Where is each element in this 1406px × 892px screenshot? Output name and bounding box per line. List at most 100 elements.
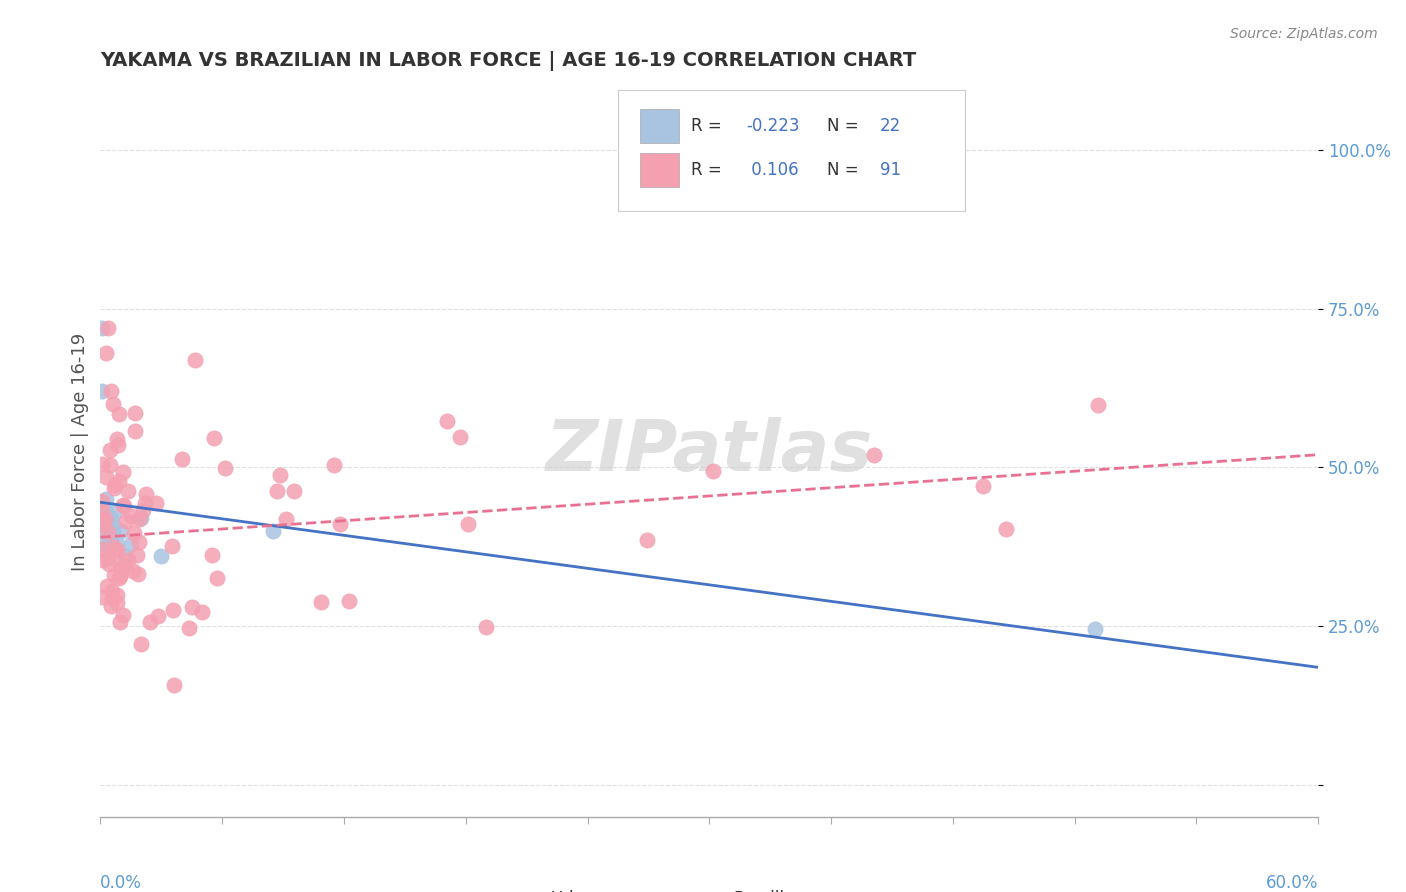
Point	[105, 536, 128, 550]
Point	[97, 557, 120, 571]
Point	[1087, 398, 1109, 412]
Text: YAKAMA VS BRAZILIAN IN LABOR FORCE | AGE 16-19 CORRELATION CHART: YAKAMA VS BRAZILIAN IN LABOR FORCE | AGE…	[100, 51, 917, 70]
Point	[98, 458, 121, 473]
Point	[117, 483, 139, 498]
Point	[475, 620, 498, 634]
Point	[114, 549, 136, 564]
Point	[103, 540, 125, 554]
Point	[93, 512, 115, 526]
Point	[91, 458, 114, 472]
Point	[114, 558, 136, 572]
Point	[101, 397, 124, 411]
Point	[107, 474, 129, 488]
Point	[309, 595, 332, 609]
Point	[184, 352, 207, 367]
FancyBboxPatch shape	[695, 859, 731, 888]
Point	[111, 607, 134, 622]
Point	[97, 536, 120, 550]
Point	[91, 516, 114, 531]
Point	[91, 505, 114, 519]
Point	[97, 551, 120, 566]
Point	[150, 549, 173, 564]
Point	[145, 496, 167, 510]
Text: 22: 22	[880, 117, 901, 135]
Point	[323, 458, 346, 472]
Point	[702, 464, 724, 478]
Point	[101, 524, 124, 538]
Point	[100, 511, 122, 525]
Point	[191, 605, 214, 619]
Point	[100, 599, 122, 614]
Point	[98, 442, 121, 457]
Point	[162, 678, 184, 692]
Point	[91, 553, 114, 567]
Point	[97, 525, 120, 540]
Point	[91, 541, 114, 556]
Text: Source: ZipAtlas.com: Source: ZipAtlas.com	[1230, 27, 1378, 41]
Point	[128, 535, 150, 549]
Text: Brazilians: Brazilians	[734, 889, 814, 892]
Point	[110, 524, 132, 538]
Y-axis label: In Labor Force | Age 16-19: In Labor Force | Age 16-19	[72, 333, 89, 571]
Point	[283, 484, 305, 499]
Point	[96, 505, 118, 519]
Point	[91, 384, 114, 399]
Point	[111, 498, 134, 512]
Point	[93, 536, 115, 550]
Text: -0.223: -0.223	[745, 117, 800, 135]
Text: 91: 91	[880, 161, 901, 178]
Point	[134, 496, 156, 510]
Point	[107, 571, 129, 585]
Point	[96, 524, 118, 538]
Point	[170, 452, 193, 467]
Point	[1084, 622, 1107, 636]
Point	[108, 615, 131, 630]
Point	[104, 478, 127, 492]
Point	[91, 493, 114, 508]
Point	[972, 479, 994, 493]
Point	[105, 543, 128, 558]
Point	[129, 511, 152, 525]
Point	[101, 591, 124, 606]
Point	[103, 505, 125, 519]
Point	[122, 564, 145, 578]
Point	[112, 500, 135, 514]
Point	[269, 468, 291, 483]
Point	[177, 621, 200, 635]
Point	[120, 509, 142, 524]
Point	[117, 553, 139, 567]
Text: N =: N =	[828, 161, 865, 178]
Point	[110, 560, 132, 574]
Point	[100, 384, 122, 399]
Point	[995, 522, 1018, 536]
Point	[146, 608, 169, 623]
Point	[103, 545, 125, 559]
Point	[180, 599, 202, 614]
Text: R =: R =	[690, 117, 727, 135]
Point	[108, 568, 131, 582]
Point	[108, 408, 131, 422]
FancyBboxPatch shape	[496, 859, 533, 888]
Point	[162, 540, 184, 554]
Point	[262, 524, 284, 538]
Text: 0.106: 0.106	[745, 161, 799, 178]
Point	[93, 511, 115, 525]
Text: N =: N =	[828, 117, 865, 135]
Point	[862, 448, 884, 462]
Text: R =: R =	[690, 161, 727, 178]
Point	[276, 512, 298, 526]
Point	[135, 487, 157, 501]
Point	[110, 563, 132, 577]
Point	[105, 432, 128, 446]
Point	[636, 533, 658, 548]
Point	[127, 566, 149, 581]
Point	[337, 594, 360, 608]
Point	[96, 470, 118, 484]
Point	[131, 503, 153, 517]
FancyBboxPatch shape	[640, 109, 679, 144]
Point	[107, 437, 129, 451]
Point	[214, 461, 236, 475]
Point	[449, 430, 471, 444]
Point	[124, 406, 146, 420]
Point	[103, 567, 125, 582]
